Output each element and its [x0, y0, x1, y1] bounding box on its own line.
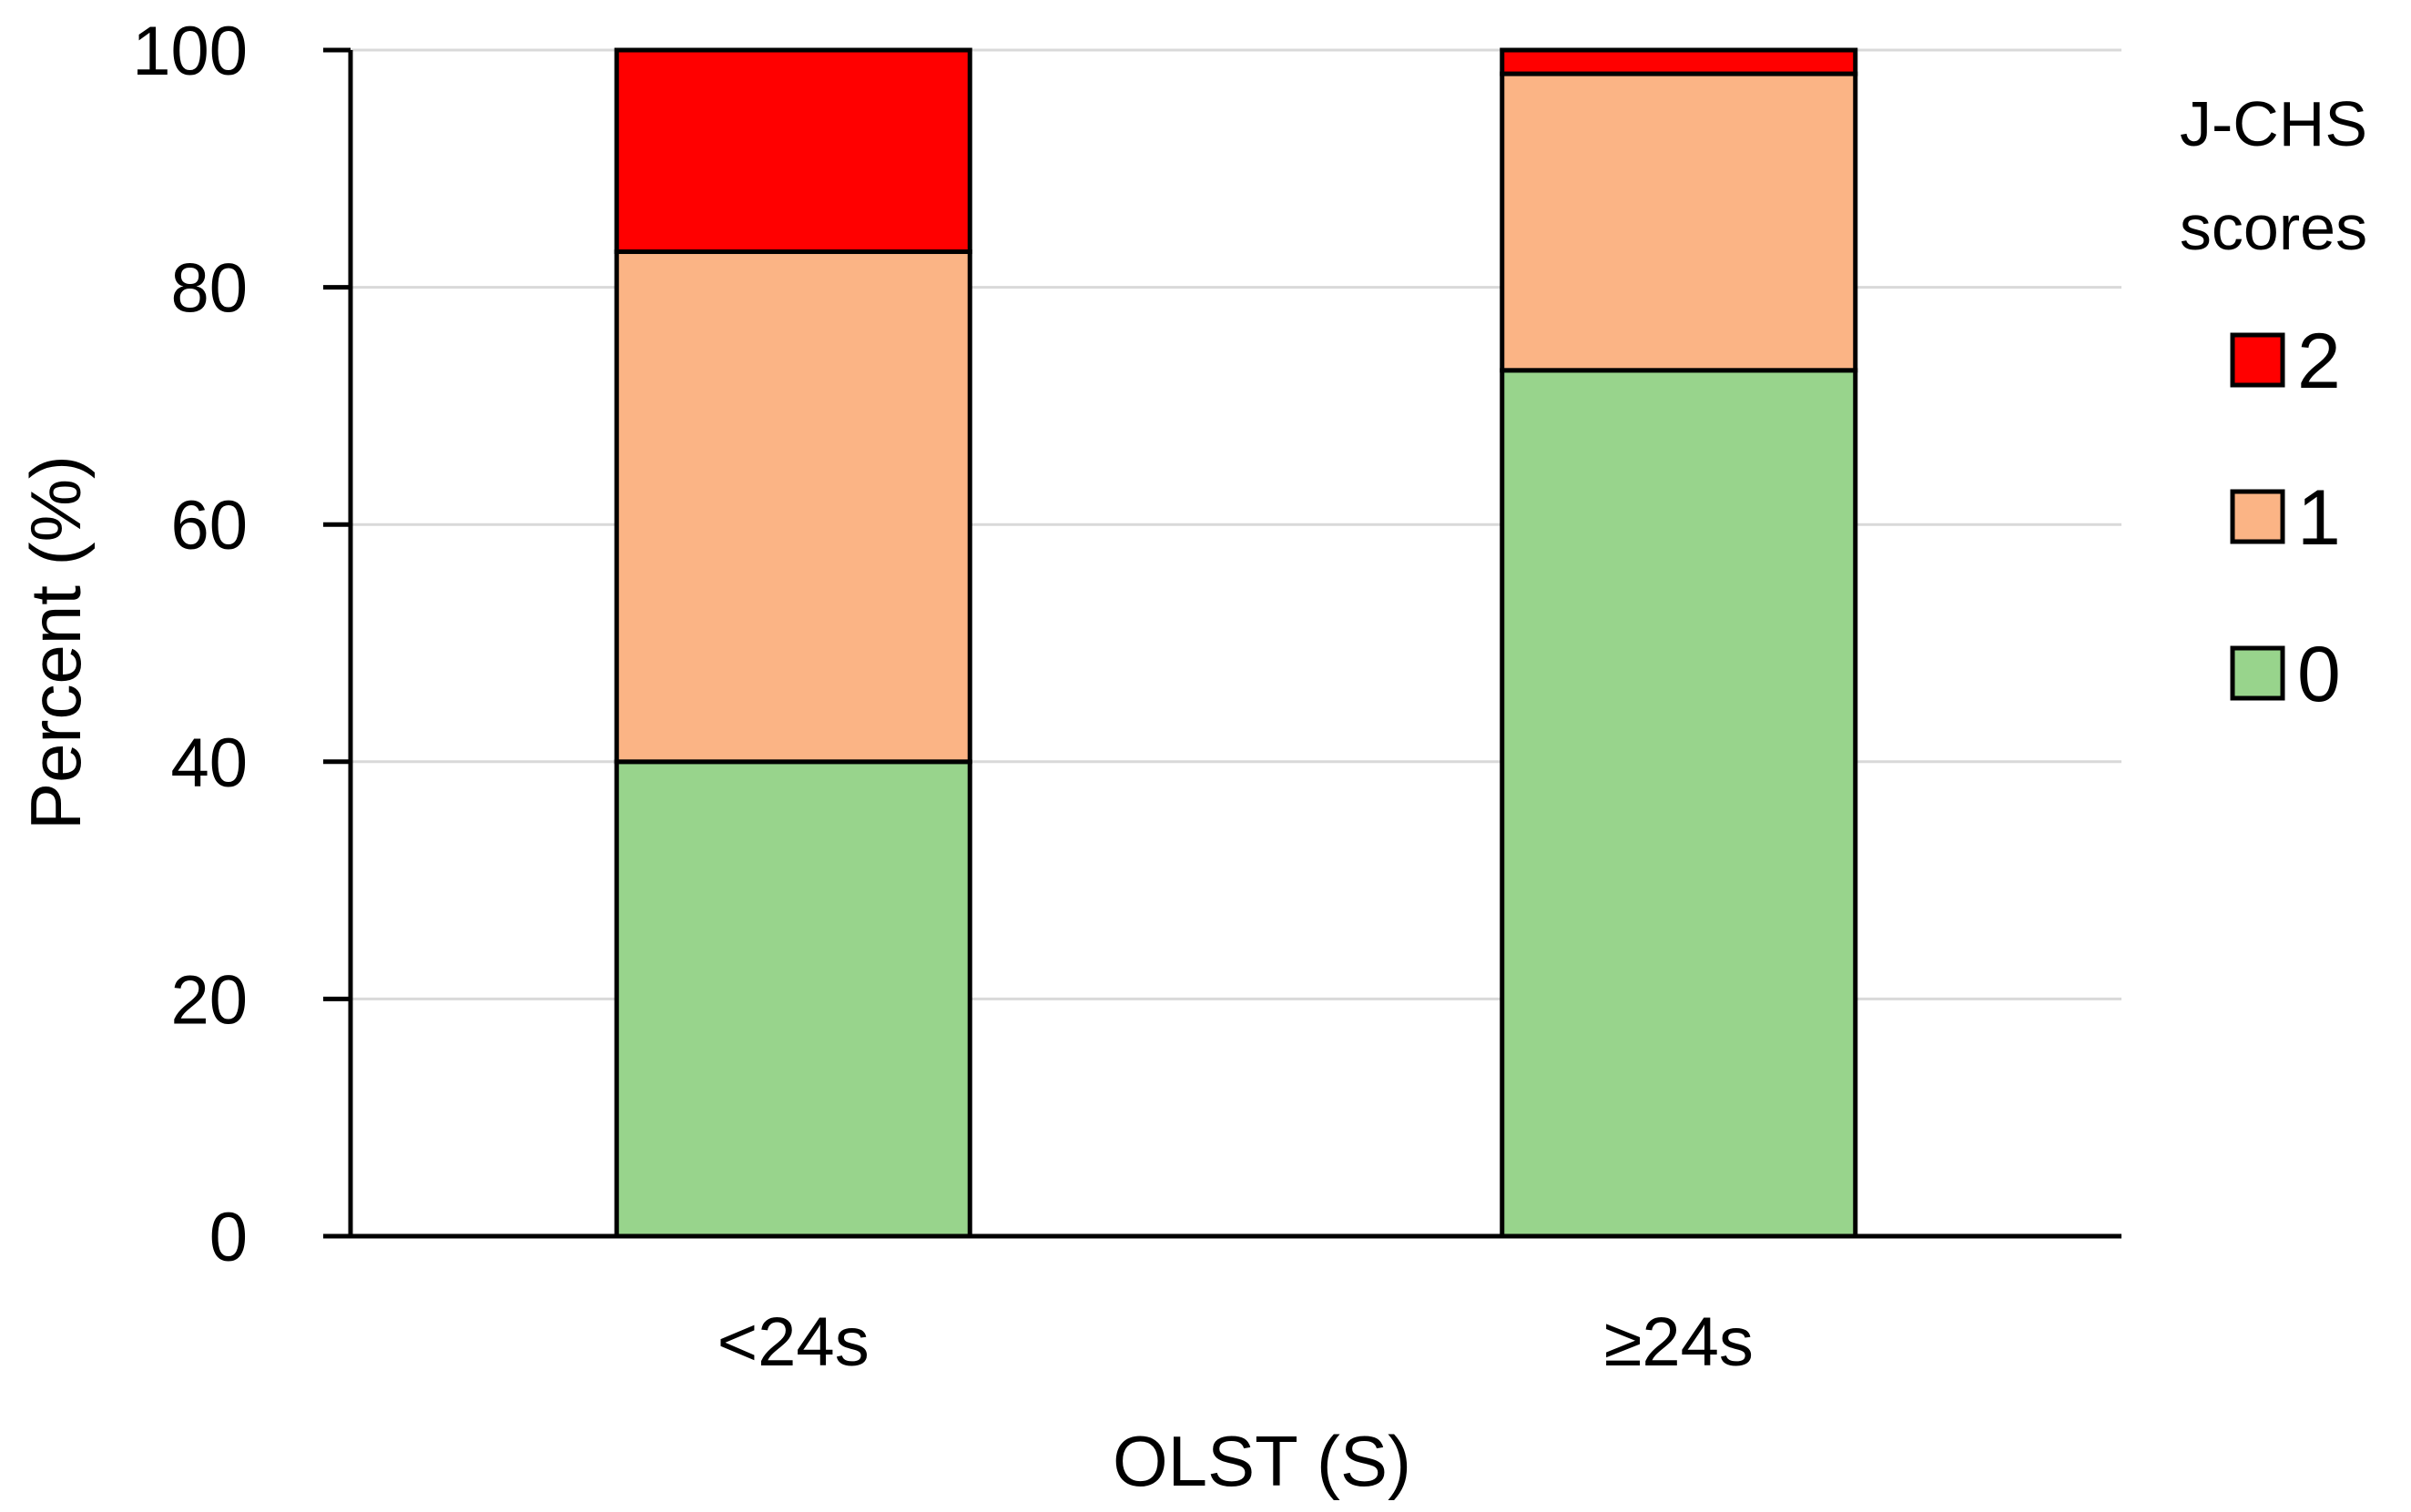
- y-tick-label: 20: [170, 961, 248, 1039]
- legend-title-line-1: J-CHS: [2180, 88, 2367, 159]
- bar-segment-0-0: [614, 759, 972, 1239]
- bar-segment-1-1: [1500, 71, 1858, 373]
- bars: [614, 47, 1858, 1239]
- axes: [323, 50, 2121, 1239]
- x-category-label: ≥24s: [1604, 1304, 1754, 1381]
- legend-swatch-1: [2230, 489, 2285, 544]
- x-axis-title: OLST (S): [1113, 1421, 1411, 1501]
- bar-segment-1-0: [614, 249, 972, 765]
- y-tick-label: 60: [170, 487, 248, 564]
- y-tick-label: 100: [132, 13, 248, 90]
- y-axis-title: Percent (%): [15, 455, 96, 830]
- legend: J-CHS scores 2 1 0: [2180, 88, 2367, 718]
- bar-segment-2-0: [614, 47, 972, 255]
- x-category-labels: <24s ≥24s: [717, 1304, 1754, 1381]
- x-category-label: <24s: [717, 1304, 870, 1381]
- legend-swatch-0: [2230, 645, 2285, 701]
- bar-segment-2-1: [1500, 47, 1858, 76]
- legend-label-2: 2: [2297, 318, 2341, 405]
- legend-title-line-2: scores: [2180, 192, 2367, 263]
- y-tick-label: 40: [170, 725, 248, 802]
- legend-label-0: 0: [2297, 631, 2341, 718]
- legend-swatch-2: [2230, 332, 2285, 388]
- y-tick-labels: 0 20 40 60 80 100: [132, 13, 248, 1276]
- bar-segment-0-1: [1500, 368, 1858, 1239]
- legend-label-1: 1: [2297, 474, 2341, 562]
- y-tick-label: 80: [170, 250, 248, 328]
- y-tick-label: 0: [209, 1199, 248, 1276]
